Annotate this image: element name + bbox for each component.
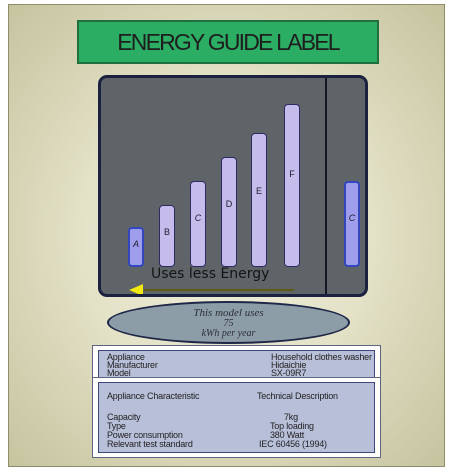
capacity-value: 7kg	[284, 412, 298, 422]
test-standard-value: IEC 60456 (1994)	[259, 439, 327, 449]
page-title: ENERGY GUIDE LABEL	[117, 28, 340, 55]
rating-bar-b	[159, 205, 175, 267]
rating-bar-c	[190, 181, 206, 267]
rating-label-c: C	[194, 212, 202, 223]
appliance-label: Appliance	[107, 352, 145, 362]
type-value: Top loading	[270, 421, 314, 431]
rating-label-e: E	[255, 185, 263, 196]
manufacturer-value: Hidaichie	[271, 360, 307, 370]
rating-label-b: B	[163, 226, 171, 237]
appliance-info-inner: Appliance Household clothes washer Manuf…	[98, 350, 375, 378]
current-rating-label: C	[348, 212, 356, 223]
model-label: Model	[107, 368, 131, 378]
arrow-left-icon	[129, 284, 143, 294]
current-rating-bar	[344, 181, 360, 267]
energy-rating-panel: A B C D E F C Uses less Energy	[98, 75, 368, 297]
usage-line-1: This model uses	[193, 307, 264, 319]
power-consumption-value: 380 Watt	[270, 430, 305, 440]
model-value: SX-09R7	[271, 368, 307, 378]
characteristic-header: Appliance Characteristic	[107, 391, 200, 401]
characteristics-box: Appliance Characteristic Technical Descr…	[92, 377, 381, 458]
rating-label-d: D	[225, 199, 233, 210]
rating-bar-f	[284, 104, 300, 267]
technical-description-header: Technical Description	[257, 391, 338, 401]
characteristics-inner: Appliance Characteristic Technical Descr…	[98, 382, 375, 453]
arrow-line	[144, 289, 294, 291]
usage-value: 75	[223, 318, 234, 329]
type-label: Type	[107, 421, 126, 431]
rating-label-f: F	[289, 169, 295, 180]
appliance-value: Household clothes washer	[271, 352, 372, 362]
model-usage-oval: This model uses 75 kWh per year	[107, 301, 350, 344]
rating-bar-e	[251, 133, 267, 267]
rating-bar-a	[128, 227, 144, 267]
capacity-label: Capacity	[107, 412, 141, 422]
test-standard-label: Relevant test standard	[107, 439, 193, 449]
manufacturer-label: Manufacturer	[107, 360, 158, 370]
usage-unit: kWh per year	[201, 328, 256, 339]
uses-less-energy-label: Uses less Energy	[151, 266, 270, 282]
energy-guide-label: ENERGY GUIDE LABEL A B C D E F C Uses less En…	[8, 4, 445, 467]
panel-divider	[325, 78, 327, 294]
title-banner: ENERGY GUIDE LABEL	[77, 20, 379, 64]
power-consumption-label: Power consumption	[107, 430, 183, 440]
rating-label-a: A	[132, 239, 140, 250]
rating-bar-d	[221, 157, 237, 267]
